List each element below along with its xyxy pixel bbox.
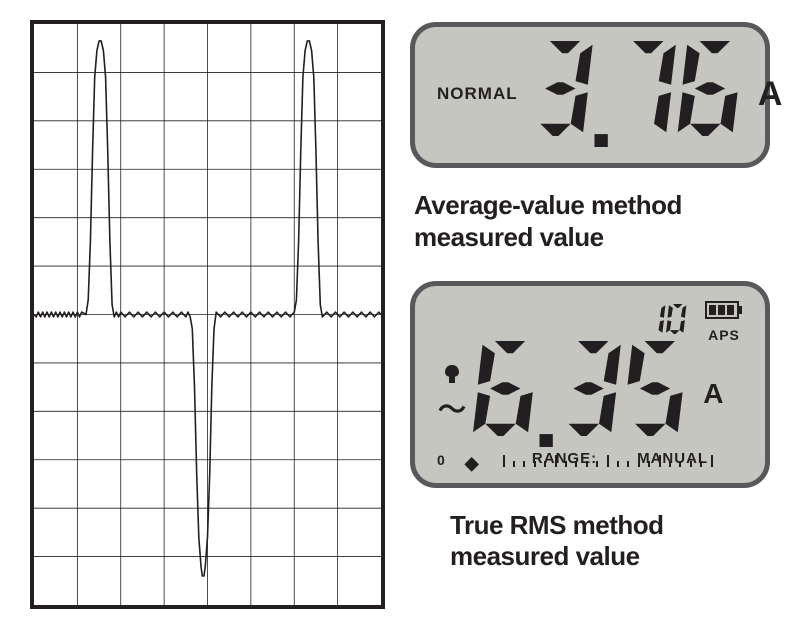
lcd-display-trms: APS 〜 A 0 ◆ — [410, 281, 770, 488]
battery-icon: APS — [705, 300, 743, 343]
meters-panel: NORMAL A Average-value method measured v… — [410, 20, 780, 609]
lcd-left-icons: 〜 — [437, 363, 467, 424]
lcd-display-average: NORMAL A — [410, 22, 770, 168]
clamp-icon — [442, 363, 462, 390]
normal-label: NORMAL — [437, 84, 518, 104]
oscilloscope-frame — [30, 20, 385, 609]
unit-label: A — [758, 75, 783, 114]
lcd-average-value — [528, 41, 744, 147]
caption-line: True RMS method — [450, 510, 780, 541]
caption-average: Average-value method measured value — [414, 190, 780, 252]
manual-label: MANUAL — [637, 450, 708, 467]
caption-line: measured value — [414, 222, 780, 253]
lcd-top-minor-value — [645, 304, 687, 338]
caption-line: measured value — [450, 541, 780, 572]
ac-icon: 〜 — [438, 396, 466, 424]
oscilloscope-plot — [34, 24, 381, 605]
caption-line: Average-value method — [414, 190, 780, 221]
aps-label: APS — [705, 327, 743, 343]
lcd-trms-value — [473, 341, 689, 447]
figure-container: NORMAL A Average-value method measured v… — [0, 0, 800, 629]
unit-label: A — [703, 378, 723, 410]
caption-trms: True RMS method measured value — [450, 510, 780, 572]
oscilloscope-panel — [30, 20, 385, 609]
range-label: RANGE: — [532, 450, 597, 467]
